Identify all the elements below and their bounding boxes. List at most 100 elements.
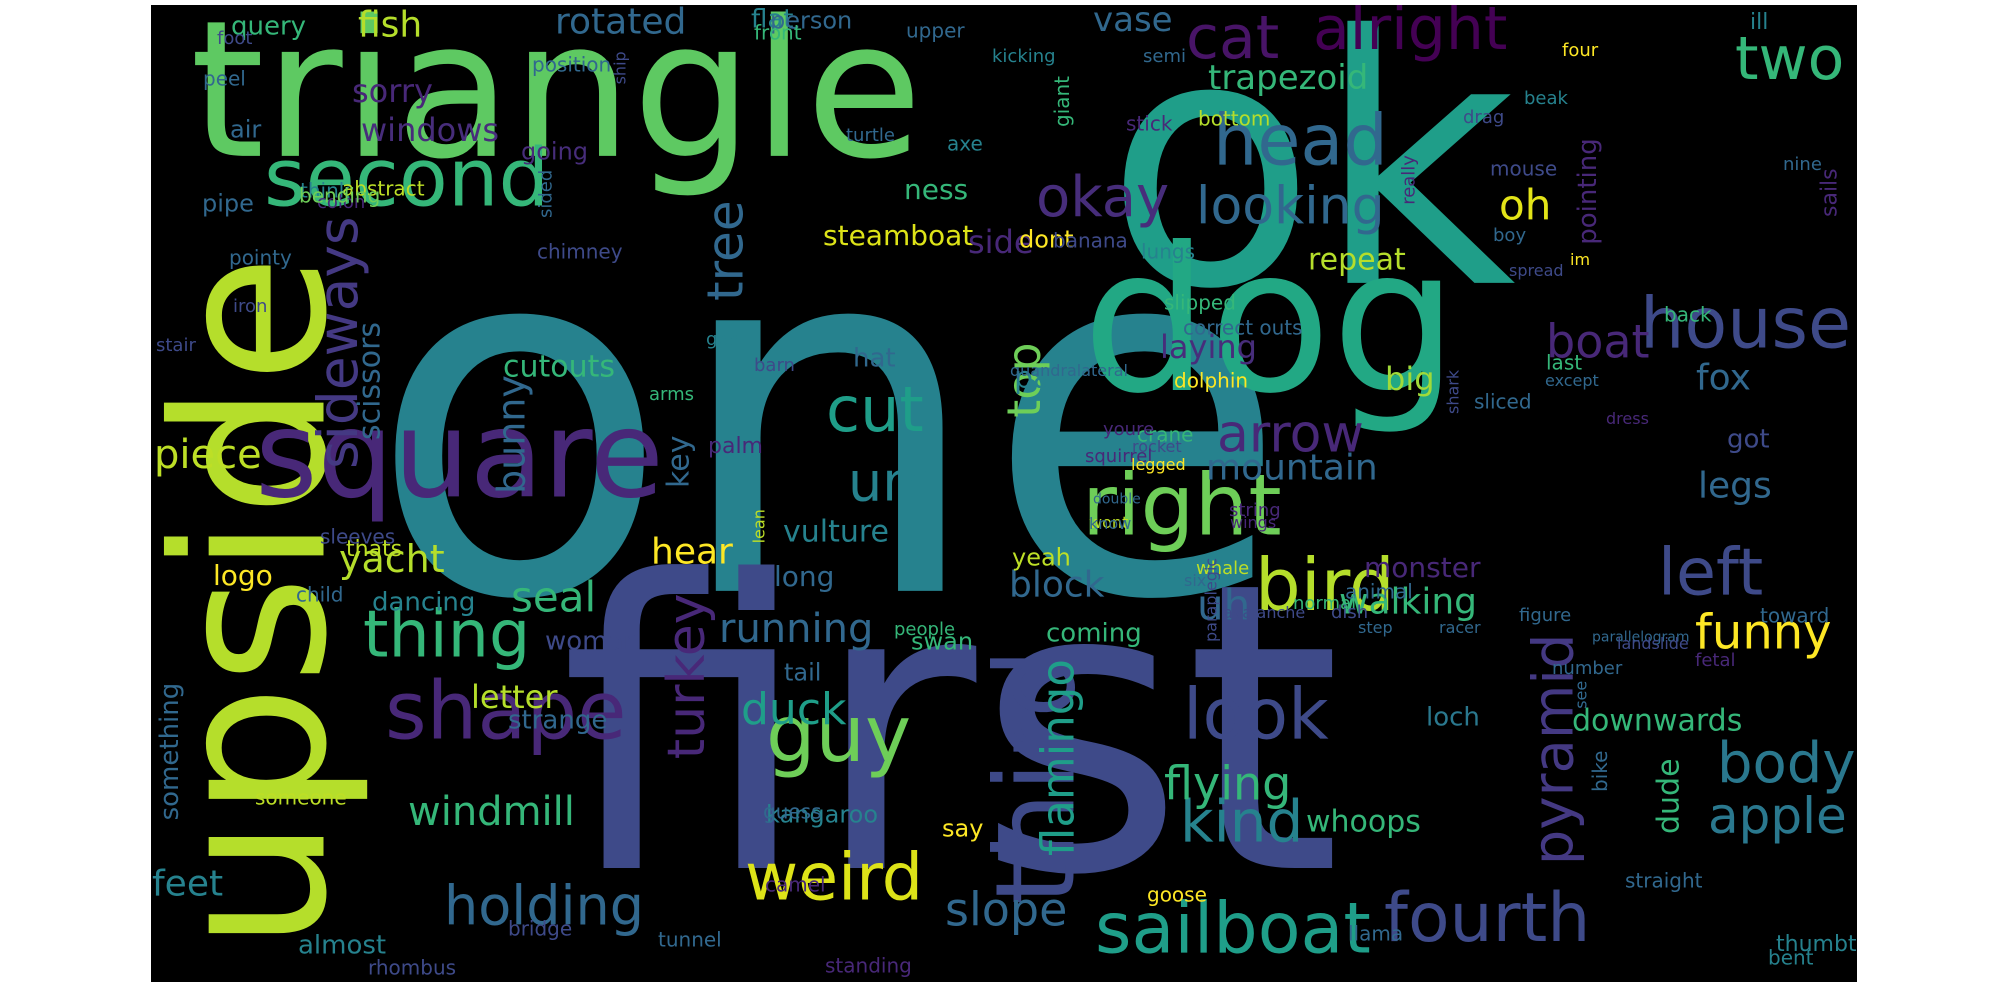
word-hear: hear bbox=[651, 532, 733, 573]
word-flat: flat bbox=[751, 5, 794, 34]
word-child: child bbox=[296, 582, 343, 606]
word-rocket: rocket bbox=[1132, 437, 1182, 456]
word-got: got bbox=[1727, 424, 1770, 454]
word-quandralateral: quandralateral bbox=[1010, 361, 1128, 380]
word-two: two bbox=[1735, 24, 1844, 94]
word-shape: shape bbox=[385, 665, 626, 758]
word-chimney: chimney bbox=[537, 239, 623, 263]
word-seal: seal bbox=[511, 572, 596, 621]
word-god: god bbox=[706, 329, 740, 350]
word-holding: holding bbox=[444, 874, 644, 937]
word-lungs: lungs bbox=[1141, 239, 1195, 263]
word-axe: axe bbox=[947, 131, 983, 155]
word-correct-outs: correct outs bbox=[1183, 315, 1303, 339]
word-top: top bbox=[997, 342, 1051, 417]
word-loch: loch bbox=[1426, 702, 1480, 732]
word-head: head bbox=[1213, 99, 1388, 181]
word-oh: oh bbox=[1499, 180, 1551, 229]
word-beak: beak bbox=[1524, 88, 1569, 109]
word-pointing: pointing bbox=[1573, 138, 1603, 245]
word-foot: foot bbox=[217, 28, 252, 49]
word-dress: dress bbox=[1606, 409, 1649, 428]
word-straight: straight bbox=[1625, 868, 1703, 892]
word-boat: boat bbox=[1546, 315, 1650, 369]
word-racer: racer bbox=[1439, 618, 1481, 637]
word-spread: spread bbox=[1509, 261, 1564, 280]
word-llama: llama bbox=[1348, 921, 1403, 945]
word-monster: monster bbox=[1364, 551, 1481, 584]
word-whoops: whoops bbox=[1306, 805, 1421, 840]
word-arms: arms bbox=[649, 384, 694, 405]
word-say: say bbox=[942, 815, 983, 843]
word-one: one bbox=[368, 132, 1289, 708]
word-colon: colon bbox=[317, 192, 365, 213]
word-drag: drag bbox=[1463, 107, 1504, 128]
word-dog: dog bbox=[1082, 205, 1458, 438]
word-standing: standing bbox=[825, 953, 912, 977]
word-string: string bbox=[1229, 500, 1281, 521]
word-almost: almost bbox=[298, 930, 386, 960]
word-cat: cat bbox=[1186, 5, 1279, 73]
word-second: second bbox=[264, 132, 549, 225]
word-person: person bbox=[770, 7, 852, 35]
word-walking: walking bbox=[1339, 582, 1477, 623]
word-cloud: one first ok triangle upside dog square second s… bbox=[151, 5, 1857, 982]
word-looking: looking bbox=[1196, 177, 1385, 237]
word-thats: thats bbox=[346, 537, 402, 562]
word-square: square bbox=[255, 386, 664, 525]
word-block: block bbox=[1009, 565, 1105, 606]
word-number: number bbox=[1552, 658, 1623, 679]
word-last: last bbox=[1546, 350, 1582, 374]
word-step: step bbox=[1358, 618, 1393, 637]
word-bike: bike bbox=[1588, 751, 1612, 792]
word-pointy: pointy bbox=[229, 245, 292, 269]
word-pair: pair bbox=[1014, 361, 1073, 396]
word-strange: strange bbox=[508, 705, 607, 735]
word-look: look bbox=[1183, 673, 1329, 755]
word-peel: peel bbox=[203, 66, 246, 90]
word-sideways: sideways bbox=[306, 216, 370, 469]
word-weird: weird bbox=[745, 840, 923, 915]
word-position: position bbox=[532, 52, 611, 76]
word-stick: stick bbox=[1126, 111, 1173, 135]
word-bird: bird bbox=[1255, 543, 1395, 627]
word-running: running bbox=[719, 606, 873, 652]
word-air: air bbox=[230, 116, 261, 144]
word-except: except bbox=[1545, 371, 1599, 390]
word-paraplegic: paraplegic bbox=[1202, 558, 1221, 642]
word-legs: legs bbox=[1698, 466, 1772, 507]
word-abstract: abstract bbox=[342, 176, 425, 200]
word-uh: uh bbox=[1197, 580, 1250, 629]
word-bending: bending bbox=[299, 183, 380, 207]
word-giant: giant bbox=[1050, 76, 1074, 127]
word-arrow: arrow bbox=[1217, 405, 1364, 465]
word-fourth: fourth bbox=[1384, 879, 1590, 958]
word-dish: dish bbox=[1331, 602, 1368, 623]
word-really: really bbox=[1398, 155, 1419, 205]
word-funny: funny bbox=[1695, 604, 1832, 660]
word-bottom: bottom bbox=[1198, 106, 1270, 130]
word-swan: swan bbox=[911, 628, 973, 656]
word-fetal: fetal bbox=[1695, 650, 1736, 671]
word-right: right bbox=[1082, 457, 1282, 556]
word-third: third bbox=[972, 648, 1100, 905]
word-cutouts: cutouts bbox=[503, 350, 615, 385]
word-im: im bbox=[1570, 250, 1590, 269]
word-bent: bent bbox=[1768, 945, 1814, 969]
word-animal: animal bbox=[1345, 579, 1413, 603]
word-squirrel: squirrel bbox=[1085, 446, 1152, 467]
word-left: left bbox=[1658, 535, 1763, 610]
word-side: side bbox=[968, 223, 1034, 261]
word-kind: kind bbox=[1180, 788, 1303, 856]
word-wings: wings bbox=[1230, 513, 1276, 532]
word-lean: lean bbox=[750, 509, 769, 543]
word-upside: upside bbox=[151, 254, 374, 951]
word-toward: toward bbox=[1760, 603, 1829, 627]
word-thumbtack: thumbtack bbox=[1776, 932, 1857, 957]
word-pyramid: pyramid bbox=[1522, 634, 1587, 866]
word-cut: cut bbox=[826, 373, 924, 446]
word-guess: guess bbox=[763, 799, 822, 823]
word-front: front bbox=[754, 20, 802, 44]
word-sliced: sliced bbox=[1474, 389, 1532, 413]
